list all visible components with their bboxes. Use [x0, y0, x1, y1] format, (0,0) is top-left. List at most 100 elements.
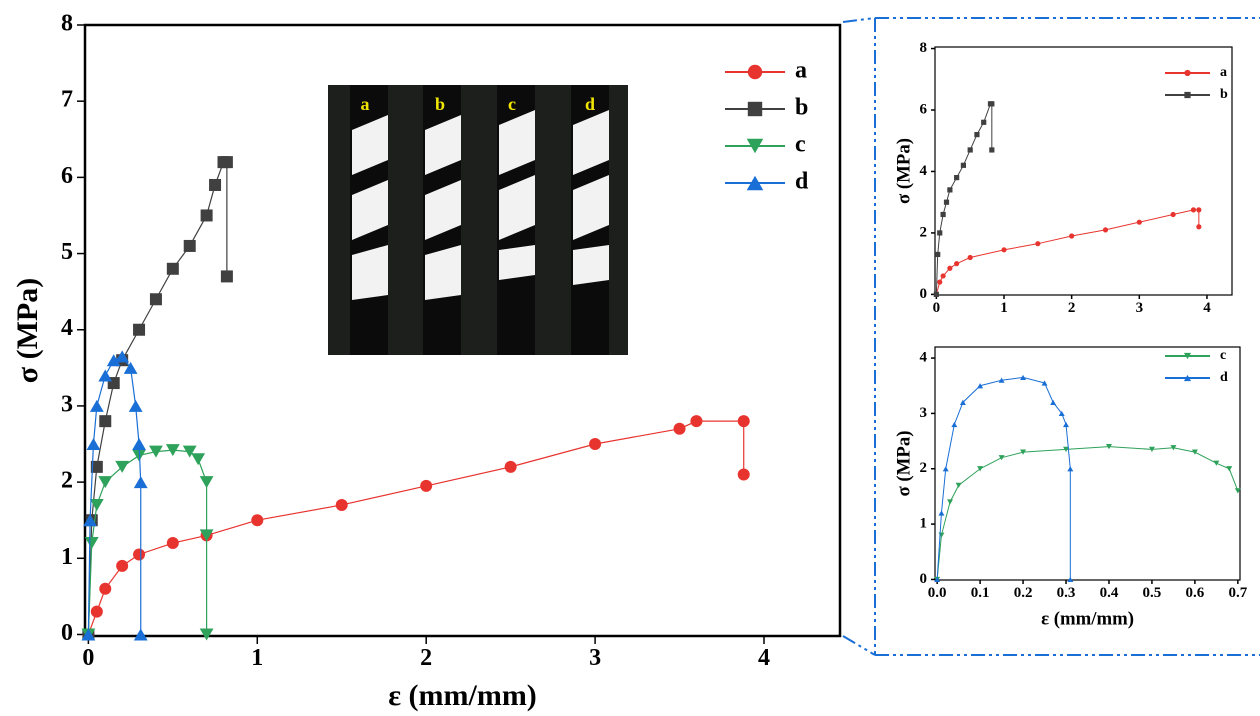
marker: [199, 628, 214, 641]
marker: [967, 254, 973, 261]
marker: [1170, 211, 1176, 218]
marker: [1148, 446, 1155, 452]
marker: [98, 476, 113, 489]
x-axis-label: ε (mm/mm): [388, 679, 537, 712]
series-line: [87, 420, 745, 635]
marker: [99, 582, 112, 595]
legend-label: b: [795, 95, 808, 121]
marker: [132, 438, 146, 451]
legend-label: c: [1220, 348, 1226, 363]
marker: [1190, 207, 1197, 213]
marker: [1041, 380, 1048, 386]
marker: [1191, 449, 1198, 455]
marker: [690, 415, 703, 428]
y-tick-label: 2: [920, 460, 928, 476]
marker: [954, 175, 960, 181]
marker: [974, 131, 980, 138]
marker: [998, 455, 1005, 461]
marker: [115, 350, 130, 363]
x-tick-label: 0.7: [1228, 585, 1247, 601]
marker: [998, 377, 1005, 383]
marker: [166, 537, 179, 550]
marker: [937, 279, 943, 285]
y-tick-label: 4: [920, 163, 928, 179]
marker: [81, 628, 96, 641]
marker: [165, 444, 180, 457]
sample-photo: a b c d: [328, 85, 628, 355]
marker: [947, 499, 954, 505]
marker: [1063, 446, 1070, 452]
y-tick-label: 4: [920, 350, 928, 366]
marker: [335, 498, 348, 511]
legend-label: d: [795, 169, 809, 195]
x-tick-label: 4: [758, 645, 770, 671]
marker: [1067, 466, 1074, 472]
zoom-frame: [842, 17, 1260, 656]
marker: [1020, 449, 1027, 455]
marker: [947, 187, 953, 193]
legend-label: c: [795, 132, 806, 158]
marker: [83, 514, 97, 527]
marker: [937, 230, 943, 236]
marker: [99, 415, 112, 428]
x-tick-label: 3: [1136, 300, 1144, 316]
y-tick-label: 0: [61, 620, 73, 646]
y-tick-label: 8: [61, 11, 73, 37]
plot-frame: [83, 23, 842, 638]
marker: [84, 537, 99, 550]
marker: [989, 147, 995, 153]
y-axis-label: σ (MPa): [11, 278, 44, 383]
marker: [123, 361, 138, 374]
series-line: [935, 209, 1200, 295]
legend-marker: [1183, 352, 1192, 360]
photo-label: c: [508, 94, 516, 114]
marker: [955, 482, 962, 488]
marker: [942, 466, 949, 472]
marker: [1035, 241, 1041, 247]
marker: [251, 514, 264, 527]
marker: [220, 156, 233, 169]
marker: [959, 399, 966, 405]
plot-frame: [934, 46, 1233, 296]
y-tick-label: 4: [61, 315, 73, 341]
y-tick-label: 1: [61, 544, 73, 570]
marker: [1058, 410, 1065, 417]
marker: [166, 262, 179, 275]
x-tick-label: 0: [82, 645, 94, 671]
marker: [934, 576, 941, 583]
marker: [209, 178, 222, 191]
x-tick-label: 1: [251, 645, 263, 671]
marker: [1170, 445, 1177, 451]
marker: [106, 354, 121, 367]
marker: [90, 605, 103, 618]
series-line: [936, 376, 1071, 580]
marker: [1067, 576, 1074, 583]
marker: [1050, 399, 1057, 405]
y-tick-label: 2: [920, 224, 928, 240]
x-tick-label: 3: [589, 645, 601, 671]
marker: [504, 460, 517, 473]
y-tick-label: 7: [61, 87, 73, 113]
marker: [183, 239, 196, 252]
marker: [133, 548, 146, 561]
marker: [199, 529, 214, 542]
legend-marker: [746, 138, 764, 154]
legend-marker: [746, 175, 764, 191]
marker: [98, 369, 113, 382]
marker: [981, 119, 987, 125]
x-tick-label: 0.2: [1014, 585, 1033, 601]
y-tick-label: 1: [920, 516, 928, 532]
marker: [200, 209, 213, 222]
marker: [951, 421, 958, 428]
marker: [1102, 227, 1109, 233]
photo-label: b: [435, 94, 445, 114]
y-tick-label: 3: [920, 405, 928, 421]
marker: [420, 479, 433, 492]
x-tick-label: 0.4: [1100, 585, 1119, 601]
marker: [737, 415, 750, 428]
x-axis-label: ε (mm/mm): [1041, 608, 1134, 629]
marker: [1234, 488, 1241, 494]
y-tick-label: 6: [920, 101, 928, 117]
marker: [935, 251, 941, 258]
